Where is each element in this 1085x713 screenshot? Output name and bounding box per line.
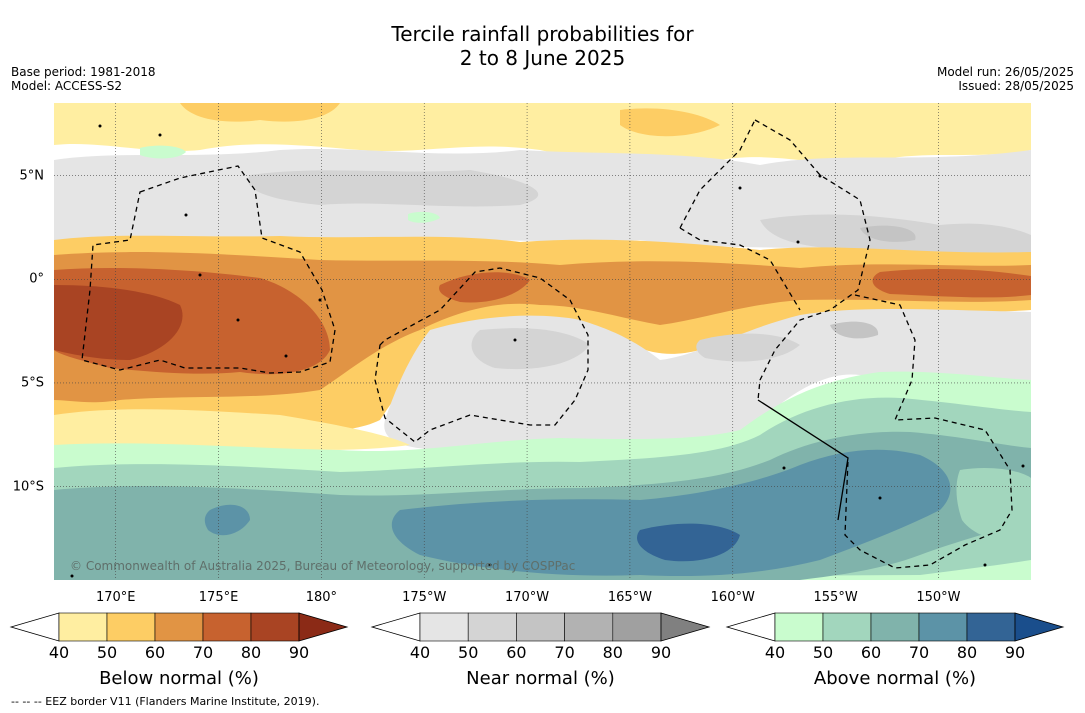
colorbar-near-tick-0: 40 (409, 643, 431, 662)
colorbar-below-segment-0 (58, 612, 108, 642)
map-gridlines (54, 103, 1031, 580)
colorbar-below-tick-3: 70 (192, 643, 214, 662)
colorbar-near-tick-4: 80 (602, 643, 623, 662)
lon-label-3: 175°W (402, 590, 447, 605)
lat-label-3: 10°S (12, 479, 44, 495)
colorbar-above-tick-5: 90 (1004, 643, 1026, 662)
map-title-line1: Tercile rainfall probabilities for (391, 22, 694, 46)
lon-label-8: 150°W (916, 590, 961, 605)
eez-border-line-islands (754, 119, 871, 401)
eez-boundary-solid (757, 399, 849, 521)
lat-label-1: 0° (29, 271, 44, 287)
lat-label-0: 5°N (19, 168, 45, 184)
lon-label-5: 165°W (607, 590, 652, 605)
colorbar-above-tick-1: 50 (812, 643, 834, 662)
colorbar-near-tick-2: 60 (506, 643, 527, 662)
lon-label-7: 155°W (813, 590, 858, 605)
colorbar-above-max-arrow (1014, 612, 1065, 642)
below-normal-strongest-west (54, 285, 183, 360)
below-normal-band-south (54, 409, 410, 450)
near-normal-patch-east2 (860, 225, 916, 242)
colorbar-near-segment-3 (564, 612, 614, 642)
colorbar-below-segment-1 (106, 612, 156, 642)
colorbar-near-max-arrow (660, 612, 711, 642)
lon-label-4: 170°W (504, 590, 550, 605)
issued-date: Issued: 28/05/2025 (958, 79, 1074, 93)
copyright-notice: © Commonwealth of Australia 2025, Bureau… (70, 559, 576, 573)
colorbar-below-label: Below normal (%) (99, 668, 259, 689)
lat-label-2: 5°S (20, 375, 44, 391)
colorbar-above-min-arrow (725, 612, 776, 642)
above-normal-strong-west (204, 504, 250, 536)
model-name: Model: ACCESS-S2 (11, 79, 123, 93)
below-normal-patch-north (180, 103, 340, 122)
colorbar-near-segment-0 (419, 612, 469, 642)
colorbar-below-segment-4 (250, 612, 300, 642)
meta-left: Base period: 1981-2018 Model: ACCESS-S2 (11, 65, 156, 93)
colorbar-above-tick-0: 40 (764, 643, 786, 662)
colorbar-below-max-arrow (298, 612, 349, 642)
lon-label-2: 180° (305, 590, 338, 605)
colorbar-near-tick-3: 70 (554, 643, 575, 662)
colorbar-below-tick-2: 60 (144, 643, 166, 662)
colorbar-near-tick-1: 50 (458, 643, 479, 662)
base-period: Base period: 1981-2018 (11, 65, 156, 79)
colorbar-above-label: Above normal (%) (813, 668, 977, 689)
colorbar-above-segment-3 (918, 612, 968, 642)
colorbar-above-segment-2 (870, 612, 920, 642)
colorbar-above-segment-1 (822, 612, 872, 642)
below-normal-patch-north2 (620, 108, 720, 137)
colorbar-above-tick-2: 60 (860, 643, 882, 662)
colorbar-below-segment-2 (154, 612, 204, 642)
map-field (54, 103, 1031, 580)
colorbar-below-tick-4: 80 (240, 643, 262, 662)
meta-right: Model run: 26/05/2025 Issued: 28/05/2025 (937, 65, 1074, 93)
colorbar-above-segment-0 (774, 612, 824, 642)
colorbar-above-segment-4 (966, 612, 1016, 642)
below-normal-strong-east (872, 269, 1031, 298)
eez-border-line-islands-west (679, 119, 756, 229)
colorbar-near-segment-2 (516, 612, 565, 642)
eez-border-east (844, 294, 1013, 569)
eez-borders (81, 119, 1013, 569)
above-normal-strongest (637, 523, 740, 562)
near-normal-patch-southeast (830, 321, 879, 339)
eez-border-phoenix (374, 267, 589, 443)
colorbar-below-tick-1: 50 (96, 643, 118, 662)
colorbar-above-tick-4: 80 (956, 643, 978, 662)
near-normal-patch-southeast2 (696, 333, 800, 362)
near-normal-patch-south (471, 328, 590, 370)
colorbar-near-segment-1 (467, 612, 517, 642)
lon-label-1: 175°E (198, 590, 239, 605)
above-normal-strong (391, 449, 951, 577)
eez-footnote: -- -- -- EEZ border V11 (Flanders Marine… (11, 695, 320, 708)
colorbar-near-label: Near normal (%) (466, 668, 615, 689)
colorbar-above-tick-3: 70 (908, 643, 930, 662)
eez-border-line-islands-mid (679, 227, 801, 311)
colorbar-near-segment-4 (612, 612, 662, 642)
above-normal-patch-north (140, 145, 186, 159)
colorbar-below-tick-0: 40 (48, 643, 70, 662)
colorbars (9, 612, 1065, 642)
eez-border-kiribati-gilbert (81, 165, 336, 374)
map-title-line2: 2 to 8 June 2025 (459, 46, 626, 70)
colorbar-near-tick-5: 90 (650, 643, 672, 662)
lon-label-6: 160°W (710, 590, 755, 605)
colorbar-near-min-arrow (370, 612, 421, 642)
colorbar-below-tick-5: 90 (288, 643, 310, 662)
island-markers (70, 124, 1025, 578)
below-normal-strong-equator (439, 272, 530, 303)
colorbar-below-min-arrow (9, 612, 60, 642)
colorbar-below-segment-3 (202, 612, 252, 642)
lon-label-0: 170°E (95, 590, 136, 605)
near-normal-patch-north (248, 170, 539, 207)
model-run: Model run: 26/05/2025 (936, 65, 1074, 79)
